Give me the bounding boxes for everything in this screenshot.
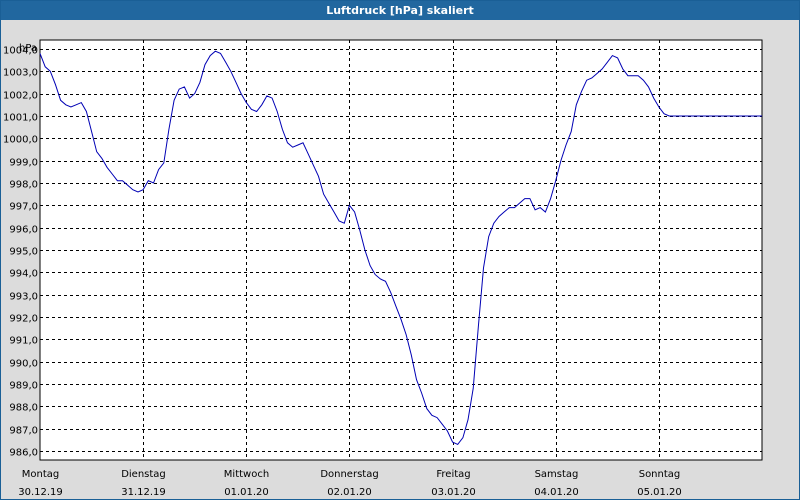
x-tick-day-label: Freitag — [436, 469, 470, 480]
y-tick-label: 997,0 — [9, 202, 38, 213]
pressure-series-line — [39, 50, 762, 446]
x-tick-day-label: Donnerstag — [320, 469, 378, 480]
y-tick-label: 988,0 — [9, 403, 38, 414]
x-tick-day-label: Sonntag — [639, 469, 681, 480]
y-tick-label: 999,0 — [9, 158, 38, 169]
y-tick-label: 1000,0 — [3, 135, 38, 146]
y-tick-label: 993,0 — [9, 292, 38, 303]
window-title: Luftdruck [hPa] skaliert — [1, 1, 799, 20]
y-tick-label: 998,0 — [9, 180, 38, 191]
y-tick-label: 991,0 — [9, 336, 38, 347]
x-tick-date-label: 30.12.19 — [18, 487, 63, 498]
grid-lines — [40, 40, 762, 460]
x-tick-day-label: Montag — [22, 469, 59, 480]
y-axis-unit-label: hPa — [19, 43, 37, 54]
x-tick-date-label: 02.01.20 — [327, 487, 372, 498]
x-tick-day-label: Mittwoch — [224, 469, 269, 480]
x-axis-ticks: Montag 30.12.19 Dienstag 31.12.19 Mittwoch 01… — [18, 469, 682, 498]
x-tick-date-label: 31.12.19 — [121, 487, 166, 498]
y-tick-label: 987,0 — [9, 426, 38, 437]
y-tick-label: 996,0 — [9, 225, 38, 236]
y-tick-label: 1001,0 — [3, 113, 38, 124]
y-tick-label: 1004,0 — [3, 46, 38, 57]
y-tick-label: 989,0 — [9, 381, 38, 392]
x-tick-date-label: 05.01.20 — [637, 487, 682, 498]
y-tick-label: 1002,0 — [3, 91, 38, 102]
y-tick-label: 1003,0 — [3, 68, 38, 79]
y-tick-label: 990,0 — [9, 359, 38, 370]
x-tick-date-label: 01.01.20 — [224, 487, 269, 498]
y-tick-label: 992,0 — [9, 314, 38, 325]
y-tick-label: 994,0 — [9, 269, 38, 280]
y-tick-label: 995,0 — [9, 247, 38, 258]
y-tick-label: 986,0 — [9, 448, 38, 459]
x-tick-day-label: Dienstag — [121, 469, 166, 480]
x-tick-day-label: Samstag — [535, 469, 579, 480]
x-tick-date-label: 04.01.20 — [534, 487, 579, 498]
x-tick-date-label: 03.01.20 — [431, 487, 476, 498]
y-axis-ticks: 986,0 987,0 988,0 989,0 990,0 991,0 992,0 993,0… — [3, 46, 38, 459]
